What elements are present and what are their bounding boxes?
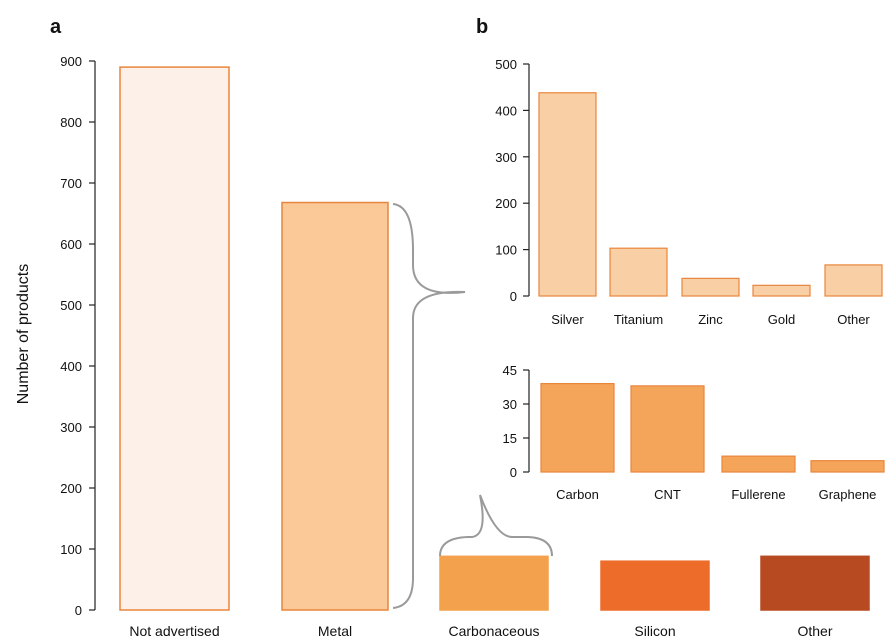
main-y-tick-label: 500 (60, 298, 82, 313)
bar-silicon (600, 560, 710, 611)
panel-a-label: a (50, 16, 62, 38)
bar-metal (281, 201, 389, 611)
carbon-y-tick-label: 0 (510, 465, 517, 480)
category-label-carbonaceous: Carbonaceous (448, 623, 539, 639)
carbon-category-label-graphene: Graphene (819, 487, 877, 502)
bar-metal-silver (538, 92, 597, 297)
main-y-tick-label: 100 (60, 542, 82, 557)
bar-other (760, 555, 870, 611)
carbonaceous-brace (439, 494, 553, 557)
bar-metal-zinc (681, 277, 740, 297)
main-y-tick-label: 300 (60, 420, 82, 435)
carbon-y-tick-label: 15 (503, 431, 517, 446)
metal-y-tick-label: 200 (495, 196, 517, 211)
carbonaceous-breakdown-chart: 0 15 30 45 Carbon CNT Fullerene Graphene (503, 363, 885, 502)
metal-category-label-titanium: Titanium (614, 312, 663, 327)
main-y-tick-label: 900 (60, 54, 82, 69)
bar-carbon-carbon (540, 383, 615, 473)
bar-metal-other (824, 264, 883, 297)
carbon-category-label-fullerene: Fullerene (731, 487, 785, 502)
metal-category-label-gold: Gold (768, 312, 795, 327)
metal-y-tick-label: 500 (495, 57, 517, 72)
panel-b-label: b (476, 16, 488, 38)
metal-category-label-zinc: Zinc (698, 312, 723, 327)
category-label-not-advertised: Not advertised (129, 623, 219, 639)
bar-metal-gold (752, 284, 811, 297)
carbon-y-tick-label: 45 (503, 363, 517, 378)
bar-carbonaceous (439, 555, 549, 611)
main-y-tick-label: 600 (60, 237, 82, 252)
bar-carbon-cnt (630, 385, 705, 473)
carbon-category-label-cnt: CNT (654, 487, 681, 502)
category-label-other: Other (797, 623, 832, 639)
metal-y-tick-label: 300 (495, 150, 517, 165)
main-y-tick-label: 200 (60, 481, 82, 496)
metal-y-tick-label: 400 (495, 103, 517, 118)
main-y-tick-label: 0 (75, 603, 82, 618)
category-label-silicon: Silicon (634, 623, 675, 639)
main-y-axis-title: Number of products (15, 264, 32, 405)
carbon-category-label-carbon: Carbon (556, 487, 599, 502)
bar-metal-titanium (609, 247, 668, 297)
metal-y-tick-label: 0 (510, 289, 517, 304)
bar-carbon-fullerene (721, 455, 796, 473)
metal-category-label-other: Other (837, 312, 870, 327)
bar-not-advertised (119, 66, 230, 611)
carbon-y-tick-label: 30 (503, 397, 517, 412)
metal-category-label-silver: Silver (551, 312, 584, 327)
main-y-tick-label: 700 (60, 176, 82, 191)
main-y-tick-label: 400 (60, 359, 82, 374)
metal-breakdown-chart: 0 100 200 300 400 500 Silver Titanium Zinc Gold Ot… (495, 57, 883, 327)
metal-y-tick-label: 100 (495, 243, 517, 258)
category-label-metal: Metal (318, 623, 352, 639)
main-y-tick-label: 800 (60, 115, 82, 130)
metal-brace (392, 203, 466, 609)
bar-carbon-graphene (810, 460, 885, 473)
